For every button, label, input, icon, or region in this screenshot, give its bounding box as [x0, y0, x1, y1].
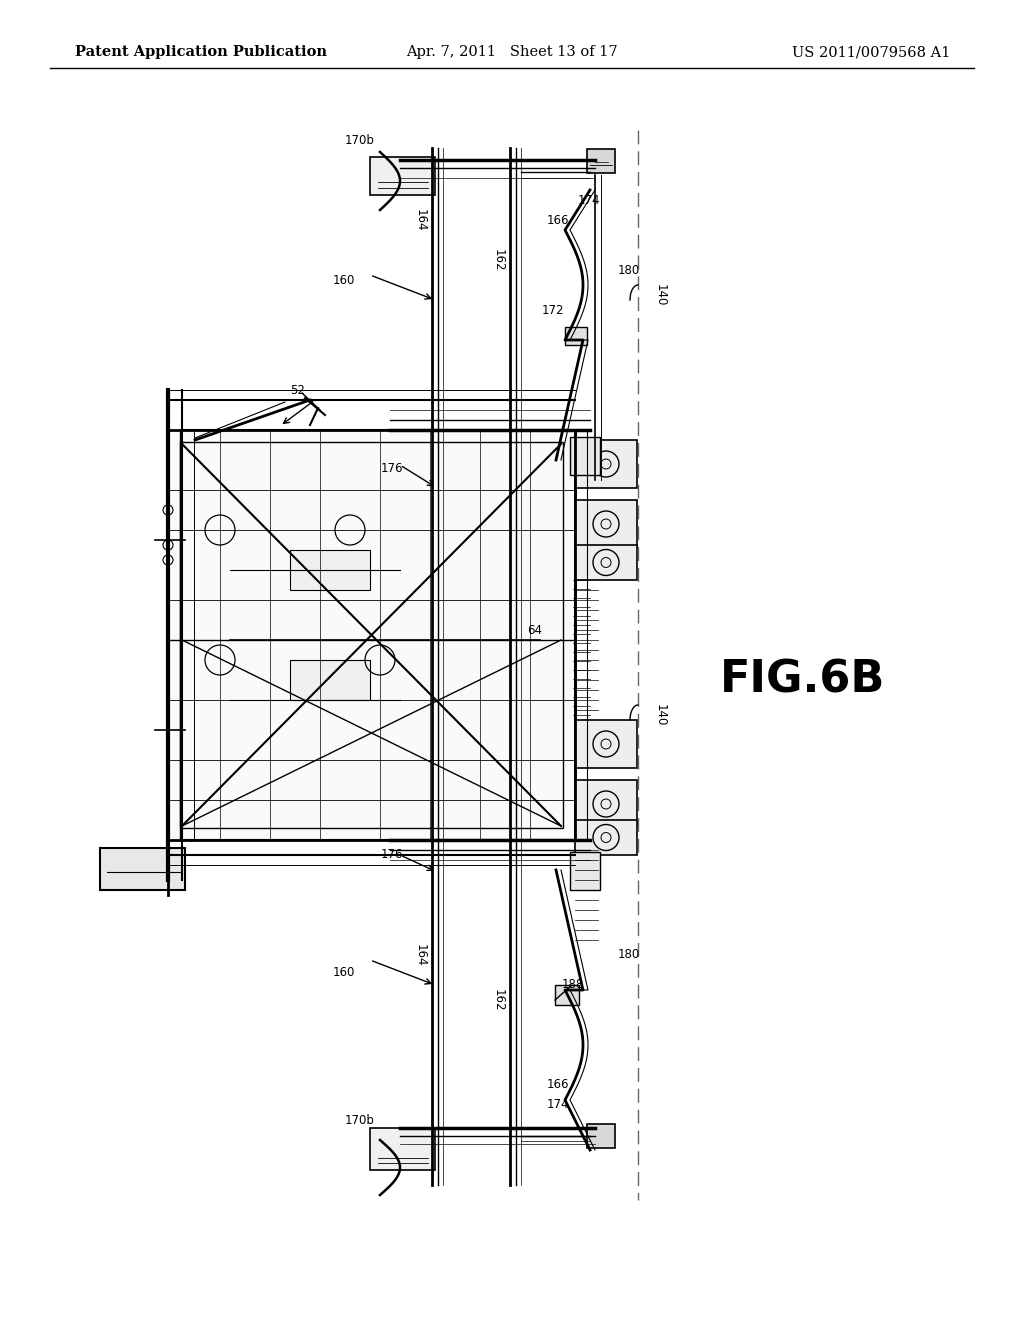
- Bar: [587, 1125, 615, 1148]
- Text: 64: 64: [527, 623, 543, 636]
- Text: 140: 140: [653, 284, 667, 306]
- Bar: [575, 440, 637, 488]
- Text: 180: 180: [618, 264, 640, 276]
- Bar: [575, 719, 637, 768]
- Bar: [575, 545, 637, 579]
- Text: 174: 174: [578, 194, 600, 206]
- Text: 162: 162: [492, 989, 505, 1011]
- Text: 176: 176: [381, 849, 403, 862]
- Bar: [555, 985, 579, 1005]
- Text: US 2011/0079568 A1: US 2011/0079568 A1: [792, 45, 950, 59]
- Bar: [575, 500, 637, 548]
- Text: 166: 166: [547, 214, 569, 227]
- Bar: [370, 157, 435, 195]
- Bar: [575, 780, 637, 828]
- Bar: [180, 442, 563, 828]
- Text: 166: 166: [547, 1078, 569, 1092]
- Bar: [587, 149, 615, 173]
- Text: FIG.6B: FIG.6B: [720, 659, 886, 701]
- Bar: [100, 847, 185, 890]
- Bar: [290, 550, 370, 590]
- Text: 172: 172: [542, 304, 564, 317]
- Text: 170b: 170b: [345, 1114, 375, 1126]
- Text: 160: 160: [333, 965, 355, 978]
- Text: 140: 140: [653, 704, 667, 726]
- Text: 164: 164: [414, 944, 427, 966]
- Bar: [565, 327, 587, 345]
- Bar: [575, 820, 637, 855]
- Text: Patent Application Publication: Patent Application Publication: [75, 45, 327, 59]
- Text: 162: 162: [492, 248, 505, 271]
- Text: Apr. 7, 2011   Sheet 13 of 17: Apr. 7, 2011 Sheet 13 of 17: [407, 45, 617, 59]
- Bar: [370, 1129, 435, 1170]
- Text: 160: 160: [333, 273, 355, 286]
- Text: 170b: 170b: [345, 133, 375, 147]
- Text: 188: 188: [562, 978, 585, 991]
- Text: 174: 174: [547, 1098, 569, 1111]
- Text: 52: 52: [290, 384, 305, 396]
- Bar: [290, 660, 370, 700]
- Text: 180: 180: [618, 949, 640, 961]
- Text: 164: 164: [414, 209, 427, 231]
- Bar: [570, 851, 600, 890]
- Bar: [168, 430, 575, 840]
- Text: 176: 176: [381, 462, 403, 474]
- Bar: [570, 437, 600, 475]
